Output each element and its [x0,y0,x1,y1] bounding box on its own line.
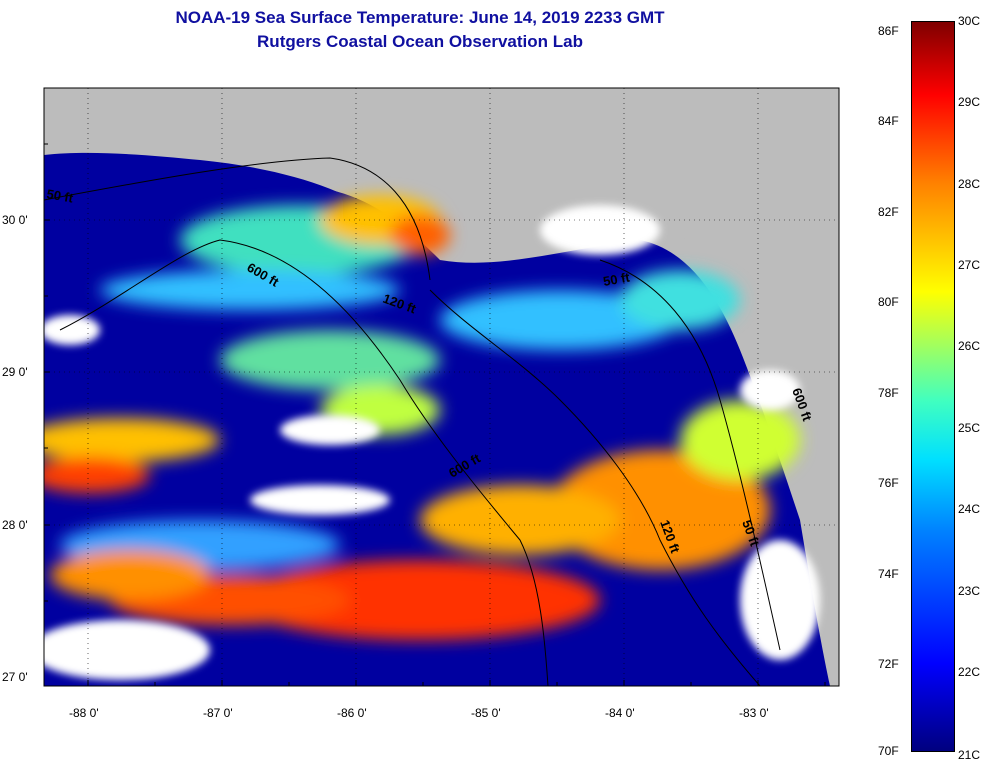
depth-contours [44,157,781,686]
lon-label: -83 0' [739,706,769,720]
colorbar-f-label: 70F [878,744,899,758]
lon-label: -88 0' [69,706,99,720]
lat-label: 27 0' [2,670,28,684]
map-raster [44,88,839,686]
colorbar-c-label: 28C [958,177,981,191]
frame-ticks [44,143,826,686]
colorbar-f-label: 80F [878,295,899,309]
colorbar-c-label: 29C [958,95,981,109]
colorbar-f-label: 78F [878,386,899,400]
lon-label: -87 0' [203,706,233,720]
lon-label: -86 0' [337,706,367,720]
lat-label: 28 0' [2,518,28,532]
colorbar-f-label: 84F [878,114,899,128]
colorbar-f-label: 86F [878,24,899,38]
colorbar-f-label: 74F [878,567,899,581]
lat-label: 29 0' [2,365,28,379]
map-title: NOAA-19 Sea Surface Temperature: June 14… [175,8,665,27]
colorbar-f-label: 72F [878,657,899,671]
colorbar-f-label: 82F [878,205,899,219]
lon-label: -84 0' [605,706,635,720]
colorbar-c-label: 26C [958,339,981,353]
colorbar [911,21,955,752]
lon-label: -85 0' [471,706,501,720]
colorbar-c-label: 23C [958,584,981,598]
colorbar-c-label: 27C [958,258,981,272]
map-subtitle: Rutgers Coastal Ocean Observation Lab [257,32,583,51]
colorbar-c-label: 25C [958,421,981,435]
colorbar-c-label: 30C [958,14,981,28]
contour-label: 50 ft [45,186,75,206]
map-frame [43,87,840,687]
contour-label: 50 ft [602,269,632,289]
colorbar-c-label: 24C [958,502,981,516]
lat-label: 30 0' [2,213,28,227]
colorbar-f-label: 76F [878,476,899,490]
colorbar-c-label: 22C [958,665,981,679]
colorbar-c-label: 21C [958,748,981,762]
